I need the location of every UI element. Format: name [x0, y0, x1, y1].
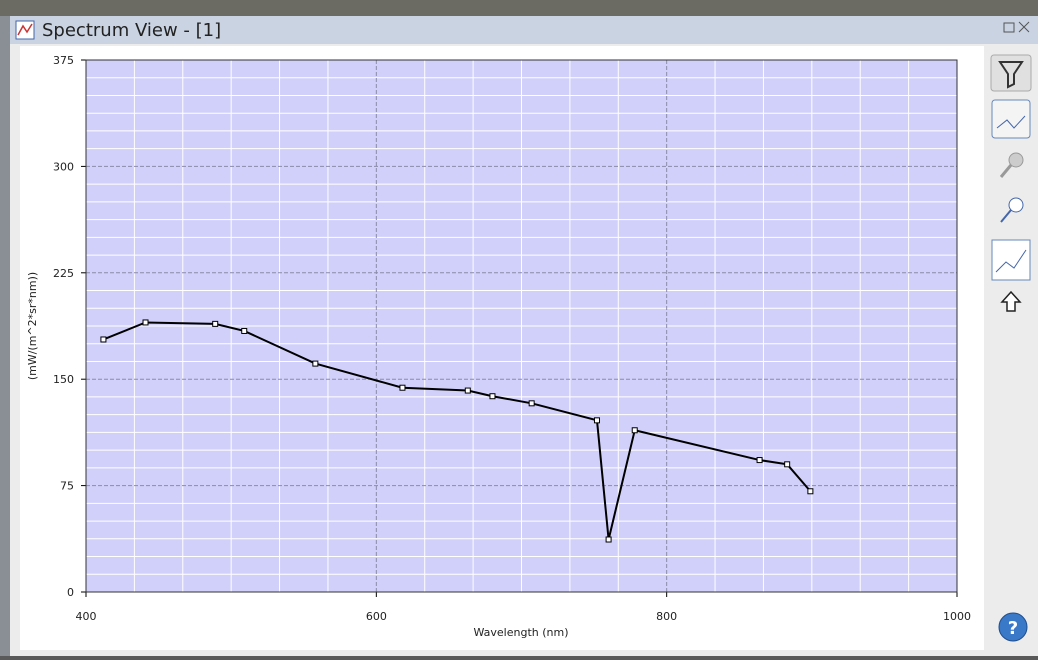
x-axis-label: Wavelength (nm) — [473, 626, 568, 639]
y-tick-label: 375 — [53, 54, 74, 67]
x-tick-label: 600 — [366, 610, 387, 623]
window-title: Spectrum View - [1] — [42, 20, 221, 41]
data-point — [242, 328, 247, 333]
y-tick-label: 225 — [53, 267, 74, 280]
data-point — [808, 489, 813, 494]
data-point — [101, 337, 106, 342]
grid-button[interactable] — [992, 240, 1030, 280]
zoom-button[interactable] — [1009, 198, 1023, 212]
data-point — [490, 394, 495, 399]
data-point — [465, 388, 470, 393]
x-tick-label: 800 — [656, 610, 677, 623]
data-point — [632, 428, 637, 433]
data-point — [594, 418, 599, 423]
y-tick-label: 75 — [60, 480, 74, 493]
select-button[interactable] — [992, 100, 1030, 138]
data-point — [757, 458, 762, 463]
y-tick-label: 300 — [53, 160, 74, 173]
y-tick-label: 150 — [53, 373, 74, 386]
background — [0, 0, 1038, 16]
data-point — [143, 320, 148, 325]
screen: Spectrum View - [1] ? 400 600 800 1000 0 75 15… — [0, 0, 1038, 656]
x-tick-label: 1000 — [943, 610, 971, 623]
data-point — [606, 537, 611, 542]
data-point — [785, 462, 790, 467]
data-point — [213, 321, 218, 326]
y-tick-label: 0 — [67, 586, 74, 599]
help-icon: ? — [1008, 618, 1018, 639]
data-point — [400, 385, 405, 390]
data-point — [529, 401, 534, 406]
y-axis-label: (mW/(m^2*sr*nm)) — [26, 272, 39, 380]
x-tick-label: 400 — [76, 610, 97, 623]
zoom-disabled-button[interactable] — [1009, 153, 1023, 167]
data-point — [313, 361, 318, 366]
